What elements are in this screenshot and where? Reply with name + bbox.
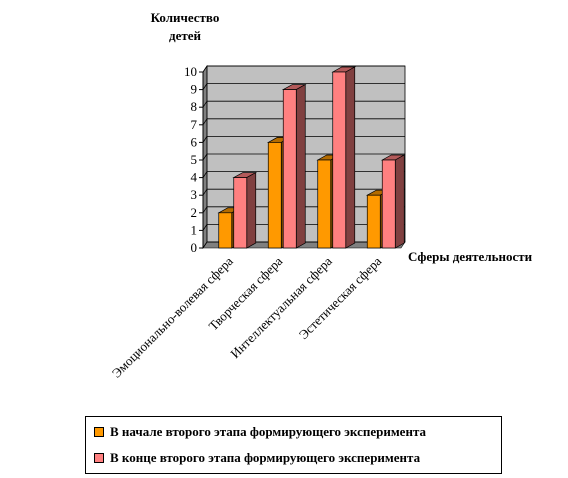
gridline-side bbox=[202, 171, 208, 178]
legend-item-series-1: В начале второго этапа формирующего эксп… bbox=[94, 423, 426, 441]
legend-swatch-series-2 bbox=[94, 453, 104, 463]
legend-swatch-series-1 bbox=[94, 427, 104, 437]
x-axis-title: Сферы деятельности bbox=[408, 249, 533, 264]
y-tick-label: 7 bbox=[191, 117, 198, 132]
legend-item-series-2: В конце второго этапа формирующего экспе… bbox=[94, 449, 420, 467]
y-tick-label: 5 bbox=[191, 152, 198, 167]
y-tick-label: 1 bbox=[191, 222, 198, 237]
y-tick-label: 3 bbox=[191, 187, 198, 202]
y-tick-label: 9 bbox=[191, 82, 198, 97]
gridline-side bbox=[202, 188, 208, 196]
gridline-side bbox=[202, 83, 208, 90]
gridline-side bbox=[202, 153, 208, 161]
x-tick-label: Эстетическая сфера bbox=[296, 253, 385, 342]
gridline-side bbox=[202, 224, 208, 231]
plot-back-wall-outline bbox=[206, 65, 406, 243]
legend-label-series-2: В конце второго этапа формирующего экспе… bbox=[110, 450, 421, 465]
gridline-side bbox=[202, 241, 208, 249]
bar-2-1 bbox=[232, 172, 258, 249]
y-axis-title: Количество детей bbox=[150, 10, 220, 43]
bar-2-4 bbox=[380, 154, 406, 249]
y-tick-label: 6 bbox=[191, 134, 198, 149]
gridline-side bbox=[202, 206, 208, 214]
bar-2-2 bbox=[281, 84, 307, 249]
y-tick-label: 8 bbox=[191, 99, 198, 114]
legend-label-series-1: В начале второго этапа формирующего эксп… bbox=[110, 424, 426, 439]
y-tick-label: 0 bbox=[191, 240, 198, 255]
gridline-side bbox=[202, 136, 208, 143]
y-tick-label: 2 bbox=[191, 205, 198, 220]
y-tick-label: 4 bbox=[191, 170, 198, 185]
legend: В начале второго этапа формирующего эксп… bbox=[85, 416, 502, 474]
gridline-side bbox=[202, 118, 208, 126]
gridline-side bbox=[202, 100, 208, 108]
bar-2-3 bbox=[331, 66, 357, 249]
y-tick-label: 10 bbox=[184, 64, 197, 79]
gridline-side bbox=[202, 65, 208, 73]
